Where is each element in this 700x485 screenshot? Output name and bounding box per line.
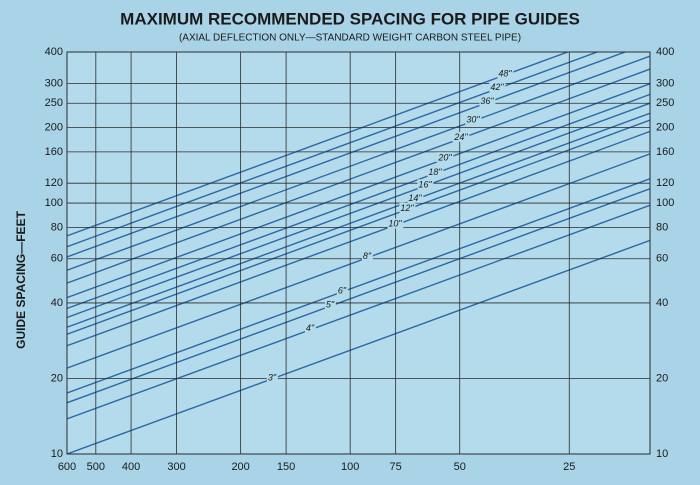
series-label-bg	[399, 202, 416, 213]
y-tick-label: 300	[45, 77, 63, 89]
pipe-line	[67, 112, 650, 328]
series-label: 48"	[498, 68, 512, 78]
y-tick-label: 100	[45, 197, 63, 209]
plot-frame	[66, 51, 651, 455]
y-tick-label: 400	[45, 46, 63, 58]
y-tick-label: 200	[45, 121, 63, 133]
series-label: 24"	[453, 132, 468, 142]
series-label-bg	[489, 82, 506, 93]
pipe-line	[67, 153, 650, 369]
y-axis-label: GUIDE SPACING—FEET	[14, 210, 28, 348]
x-tick-label: 600	[58, 461, 76, 473]
y2-tick-label: 80	[656, 221, 668, 233]
series-label: 20"	[437, 152, 452, 162]
pipe-line	[67, 52, 628, 258]
y-tick-label: 10	[51, 448, 63, 460]
series-label-bg	[497, 68, 514, 79]
y2-tick-label: 250	[656, 97, 674, 109]
y2-tick-label: 300	[656, 77, 674, 89]
chart-subtitle: (AXIAL DEFLECTION ONLY—STANDARD WEIGHT C…	[179, 33, 521, 44]
series-label-bg	[436, 152, 454, 163]
series-label: 6"	[338, 285, 347, 295]
y2-tick-label: 60	[656, 253, 668, 265]
y2-tick-label: 10	[656, 448, 668, 460]
series-label-bg	[361, 251, 373, 262]
x-tick-label: 300	[167, 461, 185, 473]
x-tick-label: 500	[87, 461, 105, 473]
pipe-line	[67, 83, 650, 299]
y2-tick-label: 160	[656, 146, 674, 158]
x-tick-label: 50	[454, 461, 466, 473]
x-tick-label: 100	[341, 461, 359, 473]
y-tick-label: 20	[51, 372, 63, 384]
y2-tick-label: 100	[656, 197, 674, 209]
y2-tick-label: 400	[656, 46, 674, 58]
pipe-line	[67, 130, 650, 347]
series-label: 10"	[388, 219, 402, 229]
y-tick-label: 160	[45, 146, 63, 158]
pipe-line	[67, 239, 650, 454]
pipe-line	[67, 188, 650, 404]
series-label: 36"	[480, 96, 494, 106]
lines	[67, 52, 650, 454]
series-label: 30"	[466, 115, 480, 125]
series-label: 12"	[400, 203, 414, 213]
series-label-bg	[324, 299, 336, 310]
series-label-bg	[479, 96, 496, 107]
series-label: 3"	[268, 372, 277, 382]
series-label: 8"	[363, 251, 372, 261]
x-tick-label: 25	[563, 461, 575, 473]
series-label: 18"	[428, 167, 442, 177]
y-tick-label: 60	[51, 253, 63, 265]
pipe-line	[67, 52, 570, 237]
y-tick-label: 40	[51, 297, 63, 309]
pipe-line	[67, 68, 650, 284]
series-label-bg	[336, 285, 348, 296]
chart-title: MAXIMUM RECOMMENDED SPACING FOR PIPE GUI…	[120, 9, 580, 28]
series-label: 5"	[326, 300, 335, 310]
x-tick-label: 150	[277, 461, 295, 473]
y-tick-label: 250	[45, 97, 63, 109]
series-label: 42"	[490, 82, 504, 92]
series-label-bg	[304, 323, 316, 334]
x-tick-label: 400	[122, 461, 140, 473]
pipe-line	[67, 52, 600, 248]
y2-tick-label: 200	[656, 121, 674, 133]
x-tick-label: 75	[390, 461, 402, 473]
series-label-bg	[407, 192, 424, 203]
series-label-bg	[417, 179, 434, 190]
y2-tick-label: 20	[656, 372, 668, 384]
series-label-bg	[266, 372, 278, 383]
pipe-line	[67, 204, 650, 420]
series-label-bg	[387, 218, 404, 229]
pipe-line	[67, 178, 650, 394]
pipe-line	[67, 102, 650, 319]
series-label: 16"	[418, 179, 432, 189]
pipe-line	[67, 93, 650, 310]
y2-tick-label: 120	[656, 177, 674, 189]
series-label-bg	[427, 166, 444, 177]
x-tick-label: 200	[231, 461, 249, 473]
series-label-bg	[452, 131, 470, 142]
series-label-bg	[465, 114, 482, 125]
series-label: 14"	[408, 193, 422, 203]
pipe-line	[67, 55, 650, 271]
y2-tick-label: 40	[656, 297, 668, 309]
plot-area	[67, 52, 650, 454]
y-tick-label: 80	[51, 221, 63, 233]
y-tick-label: 120	[45, 177, 63, 189]
series-label: 4"	[306, 323, 315, 333]
